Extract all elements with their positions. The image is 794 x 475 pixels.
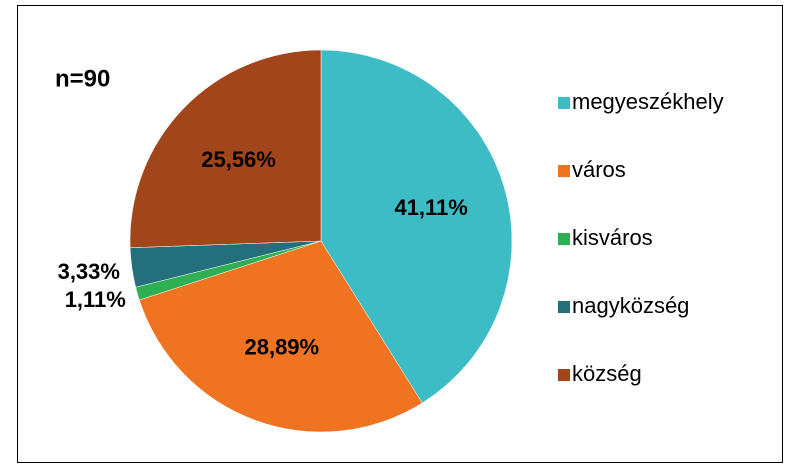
data-label: 3,33% bbox=[58, 259, 120, 284]
legend-label: város bbox=[572, 157, 626, 182]
legend-swatch bbox=[558, 97, 570, 109]
pie-slice bbox=[139, 240, 423, 433]
legend-label: megyeszékhely bbox=[572, 89, 724, 114]
legend-swatch bbox=[558, 165, 570, 177]
data-label: 1,11% bbox=[65, 287, 126, 312]
pie-slice bbox=[129, 49, 322, 248]
legend-swatch bbox=[558, 233, 570, 245]
pie-slice bbox=[320, 49, 513, 404]
legend-swatch bbox=[558, 369, 570, 381]
legend-label: kisváros bbox=[572, 225, 653, 250]
chart-title: n=90 bbox=[55, 65, 110, 92]
legend-swatch bbox=[558, 301, 570, 313]
legend-label: község bbox=[572, 361, 642, 386]
data-label: 41,11% bbox=[394, 195, 467, 220]
data-label: 28,89% bbox=[244, 335, 319, 360]
legend-label: nagyközség bbox=[572, 293, 689, 318]
data-label: 25,56% bbox=[201, 147, 276, 172]
